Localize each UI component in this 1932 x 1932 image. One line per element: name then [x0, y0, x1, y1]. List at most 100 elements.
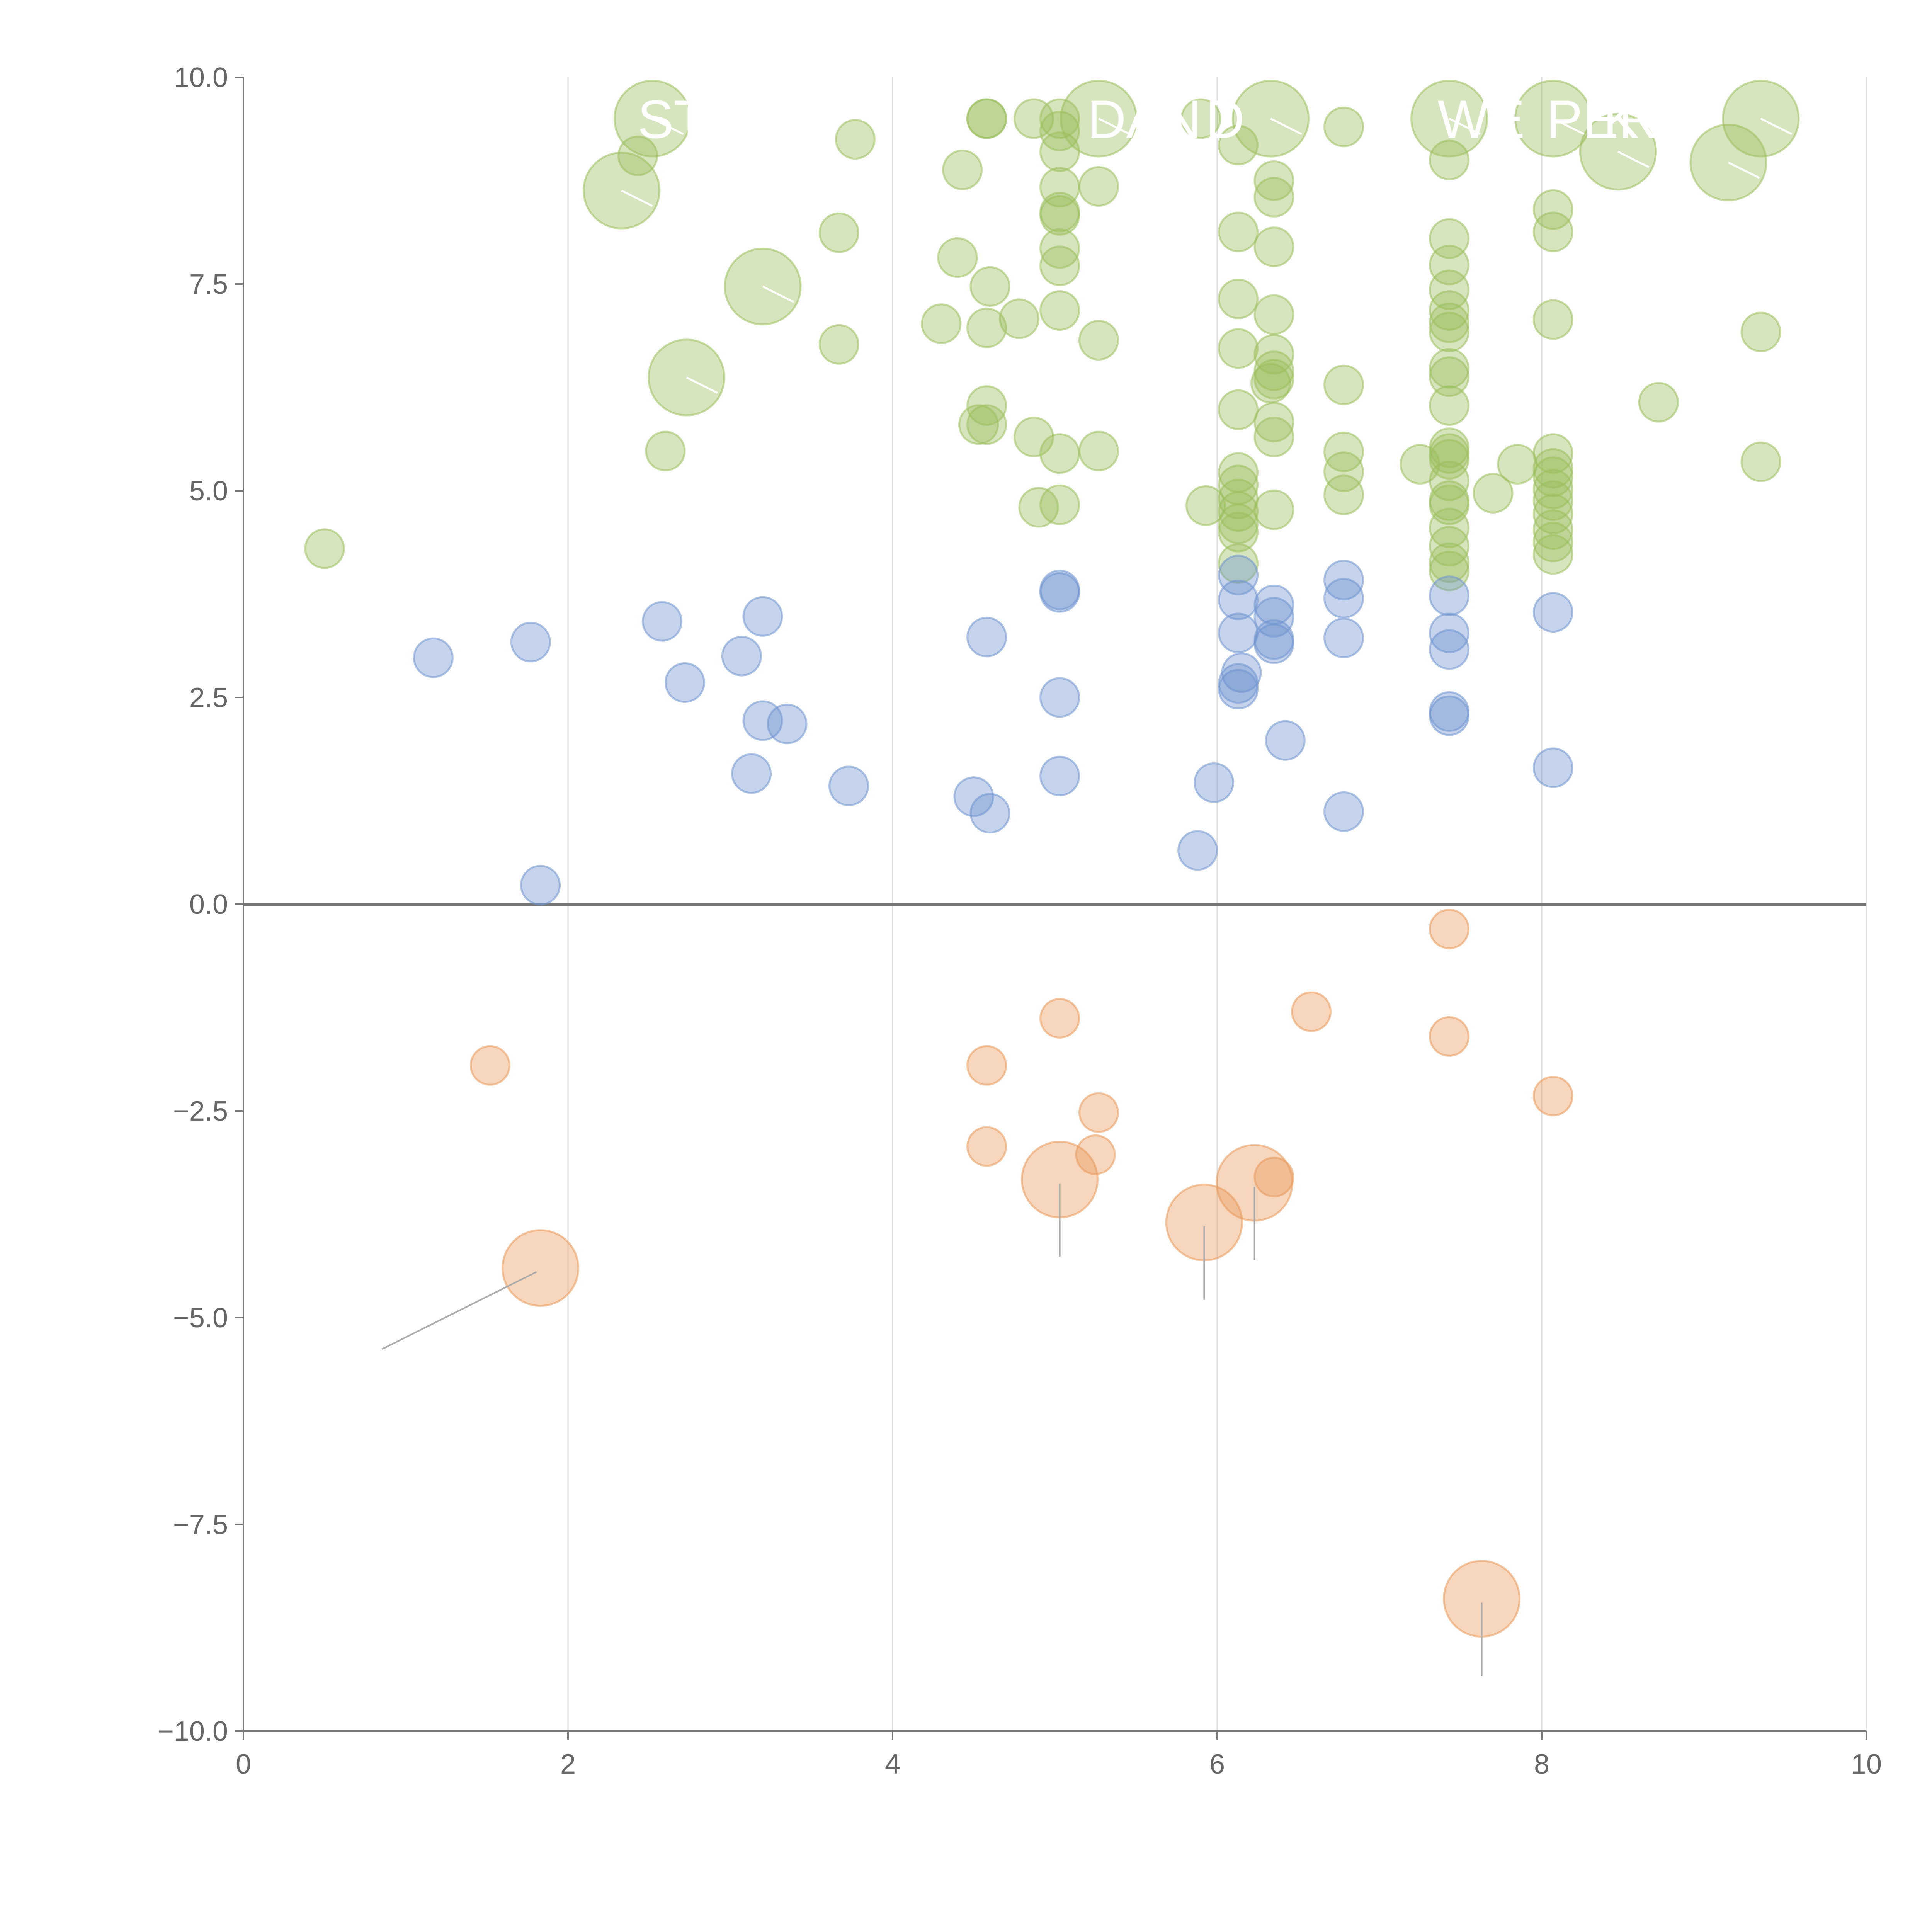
x-tick-label: 0 [236, 1749, 251, 1780]
green-data-point [304, 528, 345, 569]
green-data-point [1253, 334, 1294, 375]
green-data-point [1532, 189, 1573, 230]
green-data-point [1532, 433, 1573, 474]
green-data-point [1429, 139, 1470, 180]
green-data-point [937, 237, 978, 278]
blue-data-point [1429, 695, 1470, 736]
green-data-point [1039, 290, 1080, 331]
blue-data-point [1323, 560, 1364, 600]
green-data-point [1532, 534, 1573, 575]
blue-data-point [1323, 578, 1364, 619]
blue-data-point [520, 865, 561, 906]
green-data-point [1218, 512, 1259, 553]
orange-data-point [502, 1229, 580, 1307]
leader-line [381, 1271, 537, 1350]
green-data-point [645, 430, 686, 471]
blue-data-point [1323, 791, 1364, 832]
green-data-point [921, 303, 962, 344]
orange-data-point [1078, 1092, 1119, 1133]
blue-data-point [953, 776, 994, 817]
leader-line-white [686, 376, 718, 394]
leader-line-white [652, 117, 684, 135]
blue-data-point [1429, 629, 1470, 670]
blue-data-point [742, 596, 783, 637]
green-data-point [1218, 211, 1259, 252]
green-data-point [1218, 543, 1259, 584]
green-data-point [1429, 269, 1470, 310]
blue-data-point [1039, 755, 1080, 796]
green-data-point [1078, 166, 1119, 207]
y-tick-label: 5.0 [189, 476, 228, 507]
green-data-point [942, 150, 983, 190]
green-data-point [1039, 111, 1080, 151]
leader-line-white [1098, 117, 1130, 135]
green-data-point [1039, 245, 1080, 286]
green-data-point [1039, 484, 1080, 525]
blue-data-point [1532, 592, 1573, 633]
orange-data-point [1532, 1075, 1573, 1116]
leader-line-white [621, 189, 653, 207]
orange-data-point [1075, 1134, 1116, 1175]
y-tick-label: 7.5 [189, 269, 228, 300]
blue-data-point [413, 637, 454, 678]
green-data-point [1323, 474, 1364, 515]
green-data-point [1253, 177, 1294, 218]
green-data-point [1638, 382, 1679, 423]
y-tick-label: −7.5 [173, 1509, 228, 1540]
green-data-point [1532, 299, 1573, 340]
green-data-point [1078, 430, 1119, 471]
green-data-point [1532, 469, 1573, 510]
green-data-point [1039, 433, 1080, 474]
green-data-point [1253, 401, 1294, 442]
green-data-point [1532, 456, 1573, 497]
green-data-point [1429, 290, 1470, 331]
blue-data-point [1265, 720, 1306, 761]
leader-line-white [1728, 162, 1760, 179]
green-data-point [1180, 98, 1221, 139]
y-tick-label: 10.0 [174, 62, 228, 93]
blue-data-point [1177, 830, 1218, 871]
green-data-point [1429, 303, 1470, 344]
blue-data-point [510, 622, 551, 663]
green-data-point [1532, 509, 1573, 550]
leader-line-white [1760, 117, 1793, 135]
green-data-point [1532, 480, 1573, 521]
blue-data-point [969, 793, 1010, 834]
green-data-point [1740, 441, 1781, 482]
label-leader-lines [381, 117, 1793, 1676]
green-data-point [1253, 226, 1294, 267]
y-tick-label: −2.5 [173, 1096, 228, 1127]
green-data-point [966, 98, 1007, 139]
green-data-point [1253, 350, 1294, 391]
green-data-point [1253, 294, 1294, 335]
y-tick-label: −5.0 [173, 1303, 228, 1333]
orange-data-point [1253, 1156, 1294, 1197]
green-data-point [1018, 487, 1059, 528]
green-data-point [818, 212, 859, 253]
green-data-point [1039, 228, 1080, 269]
green-data-point [1429, 356, 1470, 397]
leader-line-white [1553, 117, 1585, 135]
green-data-point [969, 266, 1010, 307]
blue-data-point [1253, 623, 1294, 664]
green-data-point [1323, 451, 1364, 492]
bubble-label: WE [1438, 89, 1525, 150]
blue-data-point [731, 753, 772, 794]
green-data-point [1429, 551, 1470, 592]
blue-data-point [1039, 677, 1080, 718]
leader-line-white [1617, 151, 1650, 168]
green-data-point [1185, 485, 1226, 526]
blue-data-point [664, 662, 705, 703]
green-data-point [1253, 417, 1294, 457]
green-data-point [1323, 106, 1364, 147]
blue-data-point [1429, 575, 1470, 616]
orange-data-point [1429, 908, 1470, 949]
green-data-point [1429, 311, 1470, 352]
green-data-point [1497, 444, 1538, 485]
orange-data-point [966, 1126, 1007, 1167]
green-data-point [1323, 364, 1364, 405]
bubble-label: DAN [1087, 89, 1201, 150]
green-data-point [1429, 385, 1470, 426]
blue-data-point [721, 636, 762, 677]
